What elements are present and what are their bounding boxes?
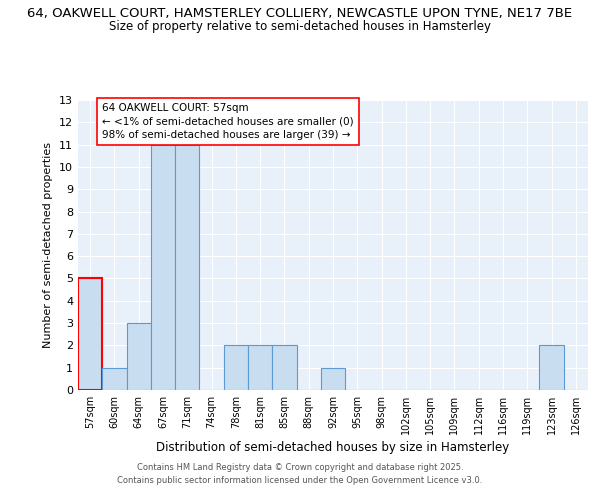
Bar xyxy=(248,346,272,390)
X-axis label: Distribution of semi-detached houses by size in Hamsterley: Distribution of semi-detached houses by … xyxy=(157,441,509,454)
Text: Contains HM Land Registry data © Crown copyright and database right 2025.: Contains HM Land Registry data © Crown c… xyxy=(137,464,463,472)
Bar xyxy=(127,323,151,390)
Bar xyxy=(272,346,296,390)
Bar xyxy=(321,368,345,390)
Text: 64, OAKWELL COURT, HAMSTERLEY COLLIERY, NEWCASTLE UPON TYNE, NE17 7BE: 64, OAKWELL COURT, HAMSTERLEY COLLIERY, … xyxy=(28,8,572,20)
Bar xyxy=(78,278,102,390)
Text: Contains public sector information licensed under the Open Government Licence v3: Contains public sector information licen… xyxy=(118,476,482,485)
Y-axis label: Number of semi-detached properties: Number of semi-detached properties xyxy=(43,142,53,348)
Bar xyxy=(102,368,127,390)
Bar xyxy=(175,144,199,390)
Bar xyxy=(224,346,248,390)
Bar xyxy=(151,144,175,390)
Text: Size of property relative to semi-detached houses in Hamsterley: Size of property relative to semi-detach… xyxy=(109,20,491,33)
Text: 64 OAKWELL COURT: 57sqm
← <1% of semi-detached houses are smaller (0)
98% of sem: 64 OAKWELL COURT: 57sqm ← <1% of semi-de… xyxy=(102,104,354,140)
Bar xyxy=(539,346,564,390)
